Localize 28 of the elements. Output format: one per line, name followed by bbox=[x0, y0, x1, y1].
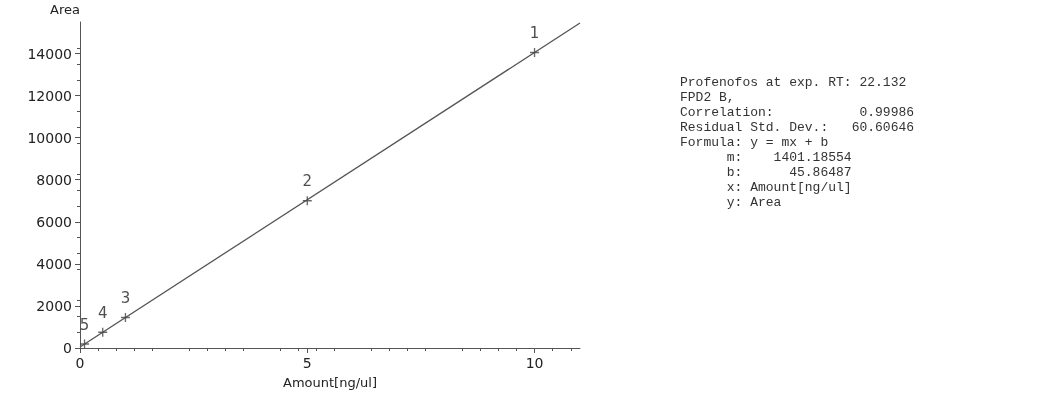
x-axis-title: Amount[ng/ul] bbox=[283, 375, 377, 390]
text: b: 45.86487 bbox=[726, 165, 852, 180]
x-tick-label: 10 bbox=[525, 355, 544, 371]
y-tick-label: 12000 bbox=[27, 87, 72, 104]
y-tick-label: 4000 bbox=[36, 255, 72, 272]
text: x: Amount[ng/ul] bbox=[726, 180, 852, 195]
text: Correlation: 0.99986 bbox=[680, 105, 915, 120]
x-tick-label: 5 bbox=[302, 355, 312, 371]
x-tick-label: 0 bbox=[75, 355, 85, 371]
point bbox=[80, 339, 90, 349]
text: Residual Std. Dev.: 60.60646 bbox=[680, 120, 915, 135]
y-tick-label: 6000 bbox=[36, 213, 72, 230]
y-tick-label: 0 bbox=[63, 340, 72, 356]
annotation: 5 bbox=[79, 315, 90, 334]
y-tick-label: 2000 bbox=[36, 297, 72, 314]
y-tick-label: 10000 bbox=[27, 129, 72, 146]
text: Formula: y = mx + b bbox=[680, 135, 829, 150]
y-axis-title: Area bbox=[50, 2, 80, 17]
y-tick-label: 14000 bbox=[27, 45, 72, 62]
annotation: 3 bbox=[120, 289, 131, 307]
text: y: Area bbox=[726, 195, 782, 210]
annotation: 4 bbox=[97, 303, 108, 322]
annotation: 1 bbox=[529, 24, 540, 42]
text: m: 1401.18554 bbox=[726, 150, 852, 165]
text: Profenofos at exp. RT: 22.132 bbox=[680, 75, 907, 90]
text: FPD2 B, bbox=[680, 90, 735, 105]
y-tick-label: 8000 bbox=[36, 171, 72, 188]
annotation: 2 bbox=[302, 172, 313, 191]
